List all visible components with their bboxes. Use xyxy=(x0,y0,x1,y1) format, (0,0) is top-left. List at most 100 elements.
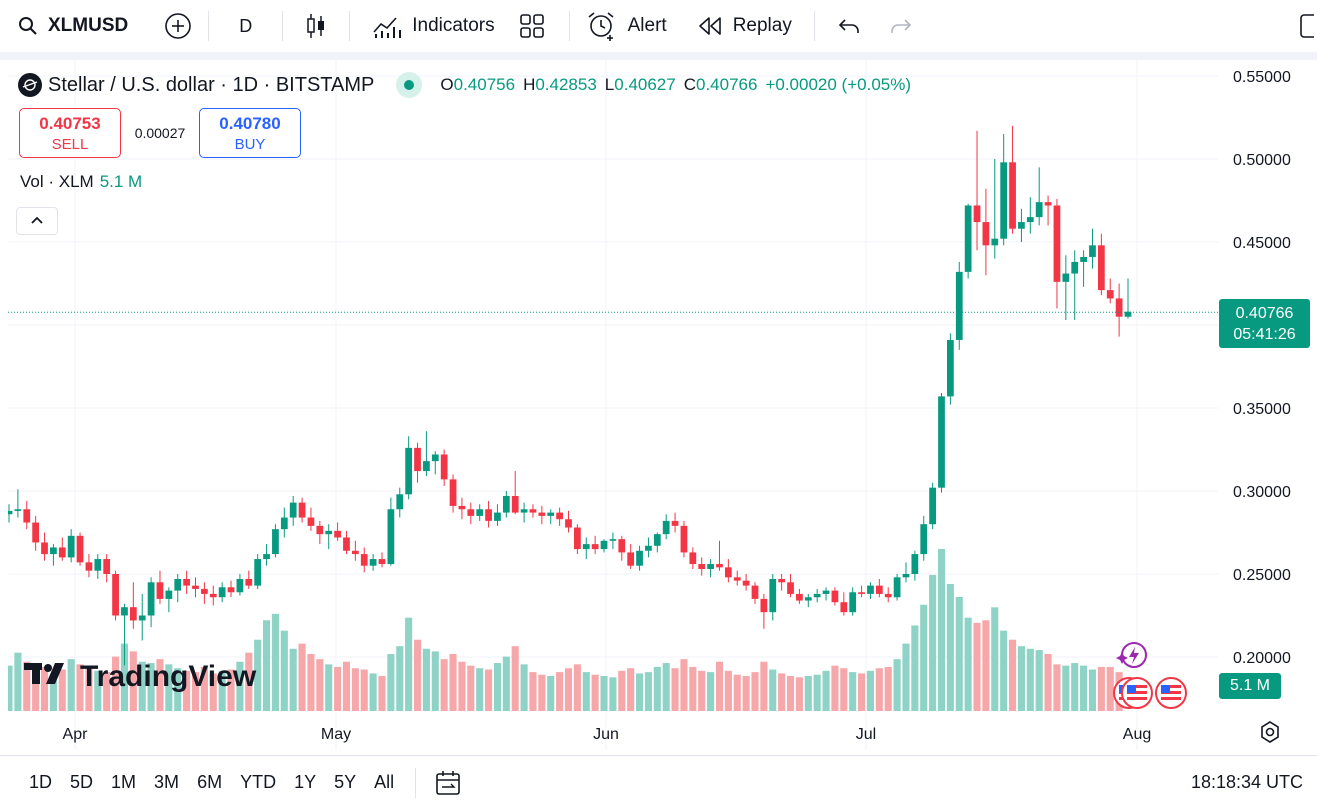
utc-clock[interactable]: 18:18:34 UTC xyxy=(1190,772,1303,792)
range-button-3m[interactable]: 3M xyxy=(154,772,180,792)
candle-body xyxy=(209,593,217,598)
price-chart[interactable]: 0.55000 0.50000 0.45000 0.35000 0.30000 0.250… xyxy=(8,60,1317,750)
volume-bar xyxy=(680,659,688,711)
candle-body xyxy=(1062,273,1070,282)
fullscreen-button[interactable] xyxy=(1294,6,1314,46)
range-button-5y[interactable]: 5Y xyxy=(334,772,357,792)
stellar-logo-icon xyxy=(18,73,42,97)
candle-body xyxy=(947,339,954,397)
market-open-indicator[interactable] xyxy=(396,72,423,98)
volume-bar xyxy=(573,664,581,711)
replay-label: Replay xyxy=(732,15,792,36)
calendar-icon xyxy=(434,769,462,797)
candle-body xyxy=(698,564,706,570)
redo-button[interactable] xyxy=(875,6,927,46)
volume-bar xyxy=(67,659,75,711)
open-key: O xyxy=(440,75,454,94)
indicators-button[interactable]: Indicators xyxy=(358,6,502,46)
candle-body xyxy=(733,577,741,581)
candle-body xyxy=(707,564,714,570)
candle-body xyxy=(636,550,643,566)
candle-body xyxy=(351,550,359,555)
us-flag-event-icon[interactable] xyxy=(1120,676,1154,715)
volume-bar xyxy=(298,643,306,711)
high-key: H xyxy=(523,75,536,94)
candle-body xyxy=(716,564,723,568)
compare-symbol-button[interactable] xyxy=(156,6,200,46)
volume-bar xyxy=(786,676,795,711)
sell-button[interactable]: 0.40753 SELL xyxy=(19,108,121,158)
us-flag-event-icon[interactable] xyxy=(1154,676,1188,715)
symbol-search-button[interactable]: XLMUSD xyxy=(0,6,136,46)
candle-body xyxy=(1089,245,1096,257)
alert-button[interactable]: Alert xyxy=(578,6,675,46)
volume-bar xyxy=(49,674,57,711)
volume-bar xyxy=(946,583,954,711)
volume-bar xyxy=(635,673,644,711)
candle-body xyxy=(8,510,13,515)
candle-body xyxy=(174,578,182,591)
replay-button[interactable]: Replay xyxy=(689,6,800,46)
volume-bar xyxy=(307,653,315,711)
collapse-legend-button[interactable] xyxy=(16,207,58,235)
range-button-ytd[interactable]: YTD xyxy=(240,772,277,792)
candle-body xyxy=(245,578,253,586)
volume-bar xyxy=(831,665,839,711)
volume-bar xyxy=(582,672,590,711)
volume-bar xyxy=(1044,653,1052,711)
volume-bar xyxy=(76,664,84,711)
candle-body xyxy=(920,524,928,555)
volume-bar xyxy=(174,668,182,711)
candle-body xyxy=(574,527,581,550)
undo-button[interactable] xyxy=(823,6,875,46)
volume-bar xyxy=(32,672,40,711)
top-toolbar: XLMUSD D Indicators Alert Re xyxy=(0,0,1317,52)
tradingview-logo[interactable]: TradingView xyxy=(24,660,256,694)
candle-body xyxy=(387,509,395,565)
candle-body xyxy=(138,615,146,621)
volume-bar xyxy=(1097,666,1105,711)
range-button-5d[interactable]: 5D xyxy=(70,772,94,792)
buy-button[interactable]: 0.40780 BUY xyxy=(199,108,301,158)
volume-bar xyxy=(14,652,22,711)
candle-body xyxy=(742,580,750,586)
volume-bar xyxy=(227,669,235,711)
candle-body xyxy=(218,587,226,598)
volume-legend-label: Vol · XLM xyxy=(20,172,94,191)
chart-type-button[interactable] xyxy=(291,6,341,46)
chart-settings-button[interactable] xyxy=(1256,720,1284,748)
candle-body xyxy=(769,578,777,613)
volume-bar xyxy=(955,596,963,711)
candle-body xyxy=(272,529,279,555)
candle-body xyxy=(236,578,244,593)
candle-body xyxy=(520,509,528,513)
candle-body xyxy=(1080,256,1087,262)
candles-icon xyxy=(305,12,327,40)
volume-bar xyxy=(591,674,599,711)
earnings-events[interactable] xyxy=(1104,640,1194,710)
volume-bar xyxy=(493,663,502,711)
candle-body xyxy=(964,205,972,272)
layouts-button[interactable] xyxy=(503,6,561,46)
symbol-label: XLMUSD xyxy=(48,15,129,36)
buy-label: BUY xyxy=(234,135,266,153)
interval-button[interactable]: D xyxy=(217,6,274,46)
range-button-1d[interactable]: 1D xyxy=(29,772,53,792)
candle-body xyxy=(582,544,590,550)
volume-bar xyxy=(742,676,750,711)
go-to-date-button[interactable] xyxy=(424,763,472,803)
lightning-event-icon[interactable] xyxy=(1114,640,1148,675)
candle-body xyxy=(112,574,119,616)
candle-body xyxy=(1106,290,1114,299)
price-axis-label: 0.50000 xyxy=(1233,152,1291,169)
volume-bar xyxy=(467,665,475,711)
candle-body xyxy=(449,479,457,506)
range-button-6m[interactable]: 6M xyxy=(197,772,223,792)
candle-body xyxy=(591,544,599,550)
range-button-1m[interactable]: 1M xyxy=(111,772,137,792)
range-button-all[interactable]: All xyxy=(374,772,395,792)
volume-bar xyxy=(387,653,395,711)
range-button-1y[interactable]: 1Y xyxy=(294,772,317,792)
volume-bar xyxy=(671,668,679,711)
volume-bar xyxy=(1035,650,1043,711)
